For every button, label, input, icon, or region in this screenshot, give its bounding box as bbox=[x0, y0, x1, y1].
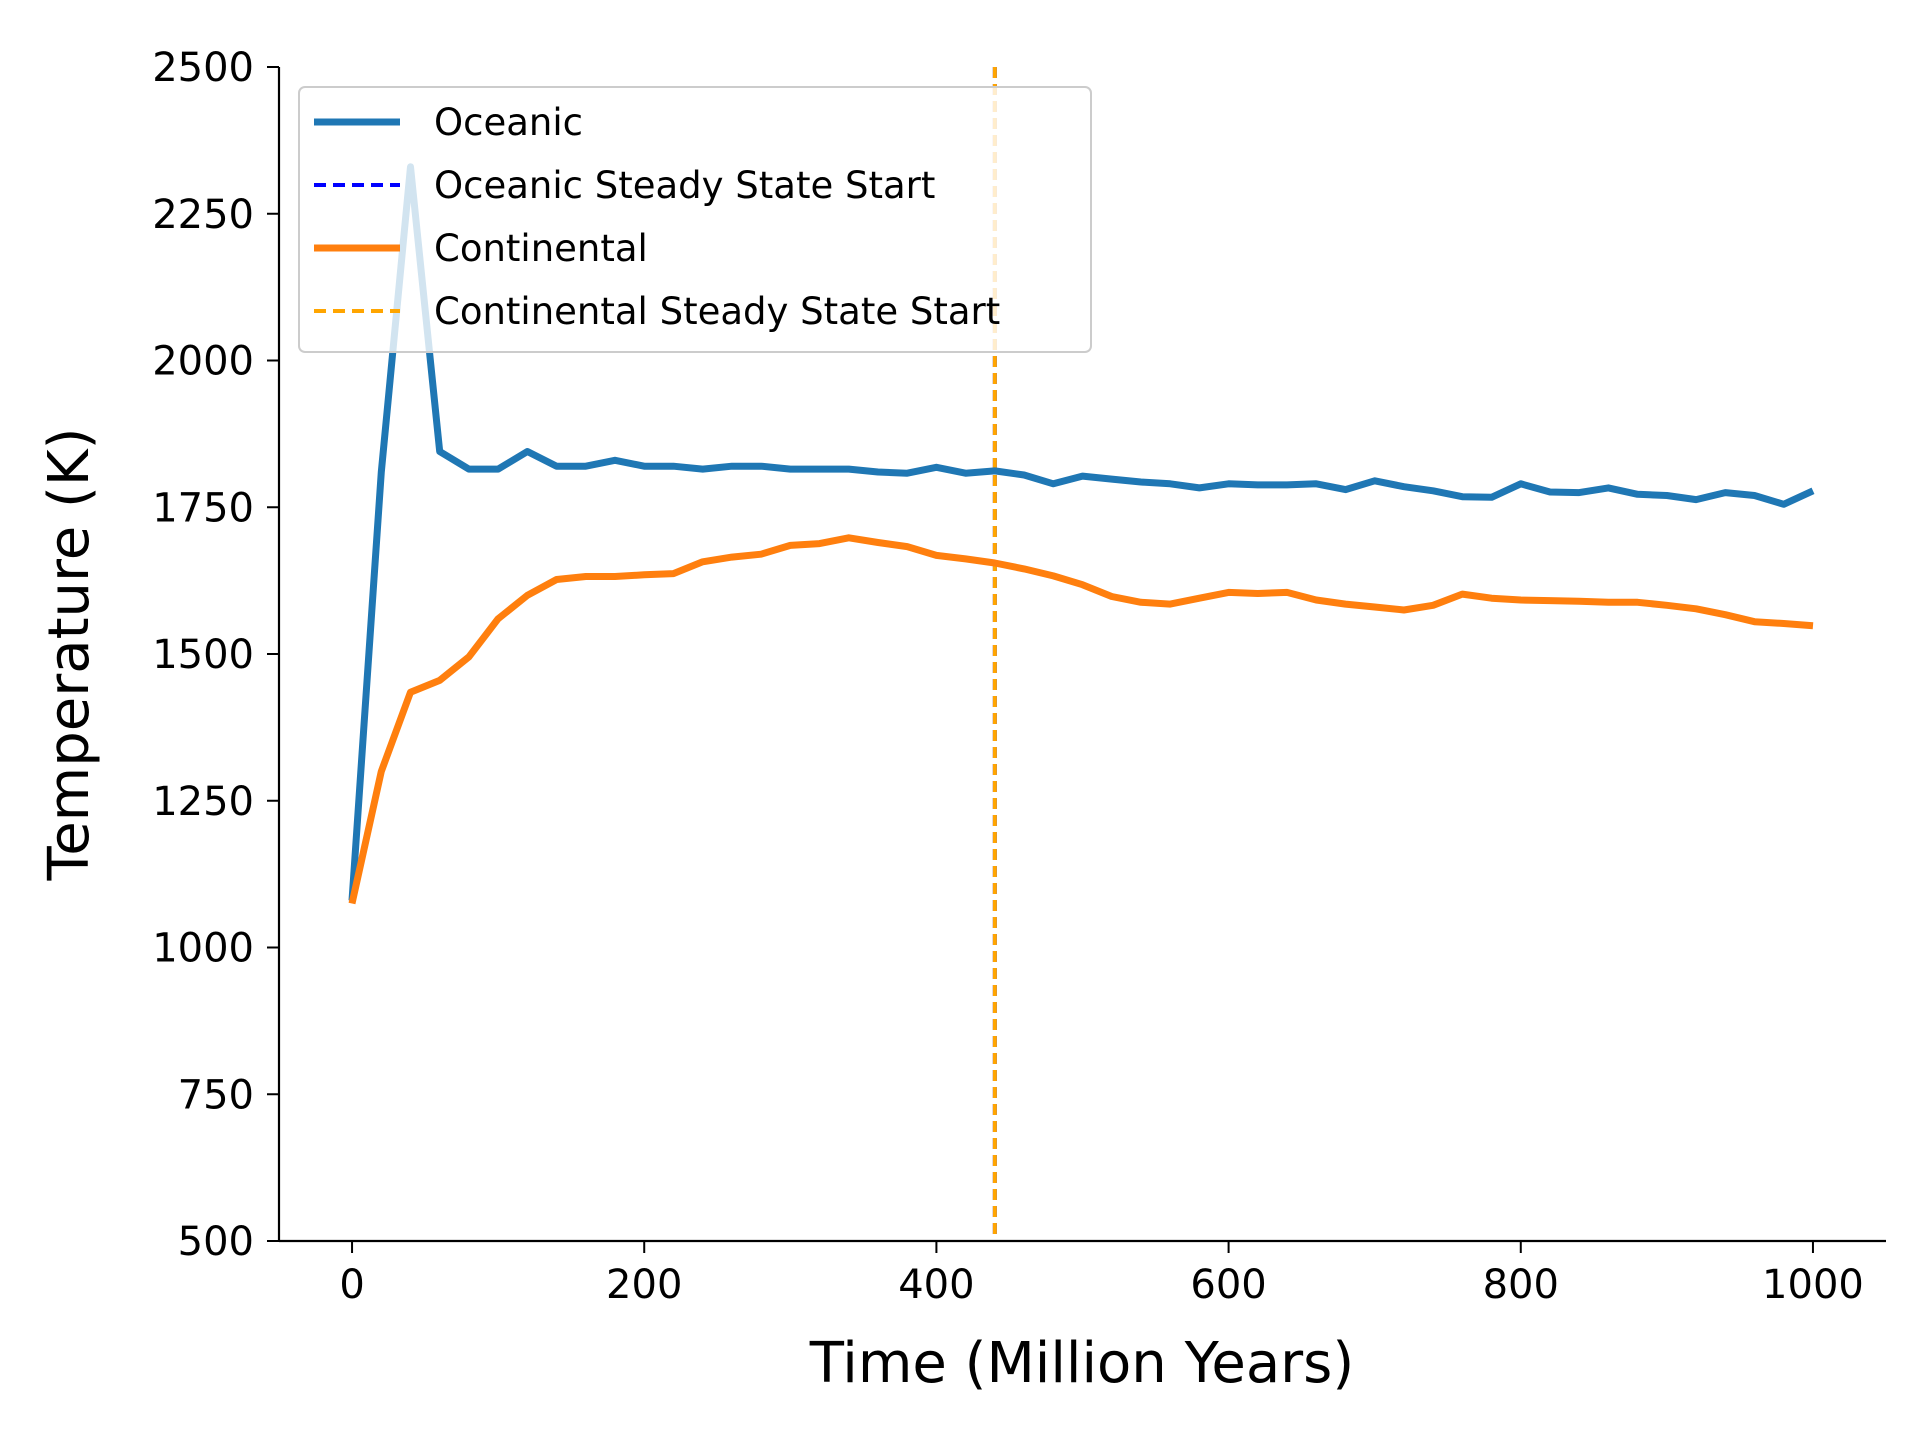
y-tick-label-4: 1500 bbox=[152, 632, 254, 678]
legend-label-0: Oceanic bbox=[434, 101, 583, 144]
legend-items: Oceanic Oceanic Steady State Start Contine… bbox=[314, 101, 1000, 333]
series-line-0 bbox=[348, 163, 1815, 901]
x-tick-label-0: 0 bbox=[339, 1262, 364, 1308]
y-tick-label-6: 2000 bbox=[152, 339, 254, 385]
x-ticks: 0 200 400 600 800 1000 bbox=[339, 1241, 1864, 1308]
y-tick-label-7: 2250 bbox=[152, 192, 254, 238]
y-tick-label-3: 1250 bbox=[152, 779, 254, 825]
y-ticks: 500 750 1000 1250 1500 1750 2000 2250 2500 bbox=[152, 45, 279, 1265]
x-tick-label-2: 400 bbox=[898, 1262, 974, 1308]
y-tick-label-0: 500 bbox=[178, 1219, 254, 1265]
x-tick-label-3: 600 bbox=[1190, 1262, 1266, 1308]
legend-frame bbox=[298, 86, 1092, 353]
series-line-1 bbox=[348, 534, 1814, 905]
legend-label-2: Continental bbox=[434, 227, 648, 270]
legend-label-1: Oceanic Steady State Start bbox=[434, 164, 935, 207]
y-tick-label-8: 2500 bbox=[152, 45, 254, 91]
series-layer bbox=[348, 163, 1815, 905]
legend-label-3: Continental Steady State Start bbox=[434, 290, 1000, 333]
y-tick-label-1: 750 bbox=[178, 1072, 254, 1118]
x-tick-label-1: 200 bbox=[606, 1262, 682, 1308]
x-tick-label-4: 800 bbox=[1483, 1262, 1559, 1308]
y-axis-title: Temperature (K) bbox=[37, 428, 102, 882]
legend: Oceanic Oceanic Steady State Start Contine… bbox=[298, 86, 1092, 353]
y-tick-label-2: 1000 bbox=[152, 926, 254, 972]
y-tick-label-5: 1750 bbox=[152, 485, 254, 531]
x-tick-label-5: 1000 bbox=[1762, 1262, 1864, 1308]
x-axis-title: Time (Million Years) bbox=[809, 1331, 1354, 1396]
